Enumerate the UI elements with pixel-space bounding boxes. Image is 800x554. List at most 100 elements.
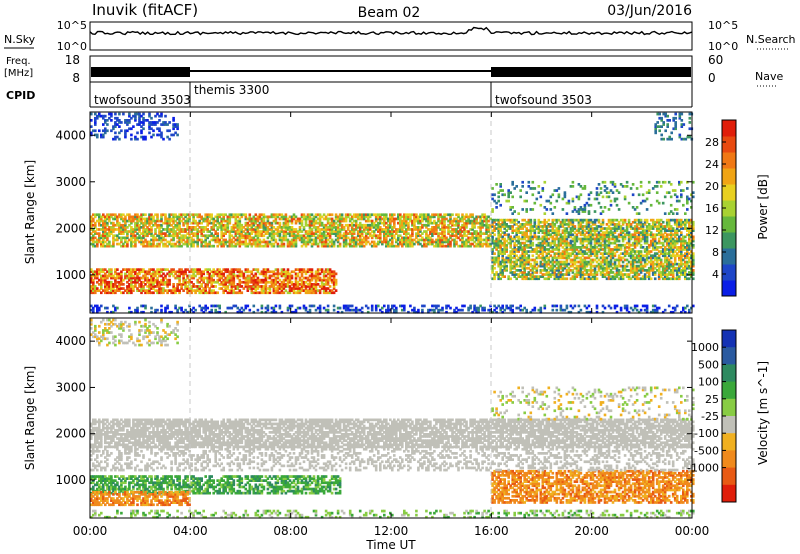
power-echo-cell (110, 272, 113, 276)
power-echo-cell (142, 228, 145, 231)
power-echo-cell (94, 272, 97, 276)
power-echo-cell (148, 230, 151, 233)
power-echo-cell (112, 230, 115, 233)
power-echo-cell (527, 254, 531, 258)
power-echo-cell (332, 274, 336, 278)
power-echo-cell (150, 283, 153, 286)
power-echo-cell (152, 287, 155, 290)
power-echo-cell (210, 274, 213, 278)
power-echo-cell (130, 280, 133, 284)
power-echo-cell (158, 272, 161, 276)
power-echo-cell (304, 291, 308, 295)
power-echo-cell (170, 291, 173, 295)
power-echo-cell (124, 226, 127, 229)
power-echo-cell (218, 274, 221, 278)
power-echo-cell (202, 289, 205, 292)
power-echo-cell (294, 276, 298, 280)
power-echo-cell (92, 270, 95, 274)
power-echo-cell (110, 228, 113, 231)
power-echo-cell (194, 289, 197, 292)
power-echo-cell (118, 276, 121, 280)
power-echo-cell (140, 276, 143, 280)
power-echo-cell (184, 272, 187, 276)
power-echo-cell (134, 215, 137, 219)
power-echo-cell (108, 280, 111, 284)
power-echo-cell (118, 280, 121, 284)
power-echo-cell (148, 272, 151, 276)
power-echo-cell (120, 272, 123, 276)
freq-tick-low: 8 (72, 71, 80, 85)
power-echo-cell (128, 291, 131, 295)
power-echo-cell (112, 236, 115, 240)
power-echo-cell (110, 232, 113, 235)
power-echo-cell (146, 232, 149, 235)
power-echo-cell (142, 274, 145, 278)
power-echo-cell (140, 285, 143, 288)
power-echo-cell (212, 285, 215, 288)
power-echo-cell (248, 270, 252, 274)
power-echo-cell (148, 213, 151, 217)
power-echo-cell (154, 289, 157, 292)
power-echo-cell (306, 276, 310, 280)
power-echo-cell (284, 274, 288, 278)
power-echo-cell (262, 270, 266, 274)
power-echo-cell (242, 276, 246, 280)
power-echo-cell (194, 274, 197, 278)
power-echo-cell (158, 236, 161, 240)
power-echo-cell (126, 213, 129, 217)
power-echo-cell (190, 291, 193, 295)
power-echo-cell (118, 226, 121, 229)
power-echo-cell (114, 215, 117, 219)
power-echo-cell (198, 268, 201, 271)
power-echo-cell (98, 213, 101, 217)
power-echo-cell (110, 226, 113, 229)
power-echo-cell (326, 287, 330, 290)
power-echo-cell (290, 274, 294, 278)
power-echo-cell (278, 283, 282, 286)
power-echo-cell (134, 238, 137, 242)
power-echo-cell (128, 223, 131, 227)
power-echo-cell (208, 274, 211, 278)
power-echo-cell (90, 287, 93, 290)
power-echo-cell (94, 291, 97, 295)
power-echo-cell (140, 232, 143, 235)
power-echo-cell (198, 270, 201, 274)
power-echo-cell (252, 280, 256, 284)
power-echo-cell (150, 226, 153, 229)
power-echo-cell (130, 285, 133, 288)
power-echo-cell (96, 270, 99, 274)
power-echo-cell (140, 291, 143, 295)
power-echo-cell (294, 283, 298, 286)
power-echo-cell (122, 291, 125, 295)
power-echo-cell (120, 274, 123, 278)
power-echo-cell (326, 278, 330, 282)
power-echo-cell (210, 285, 213, 288)
power-echo-cell (200, 270, 203, 274)
power-echo-cell (140, 221, 143, 225)
power-echo-cell (206, 272, 209, 276)
power-echo-cell (330, 272, 334, 276)
power-echo-cell (136, 278, 139, 282)
power-echo-cell (164, 283, 167, 286)
power-echo-cell (240, 285, 244, 288)
power-echo-cell (232, 283, 236, 286)
power-echo-cell (212, 274, 215, 278)
power-echo-cell (220, 270, 223, 274)
power-echo-cell (234, 274, 238, 278)
power-echo-cell (154, 232, 157, 235)
power-echo-cell (246, 289, 250, 292)
power-echo-cell (248, 278, 252, 282)
power-echo-cell (290, 276, 294, 280)
power-echo-cell (198, 280, 201, 284)
power-echo-cell (264, 287, 268, 290)
power-echo-cell (122, 244, 125, 248)
power-echo-cell (200, 283, 203, 286)
power-echo-cell (334, 280, 338, 284)
power-echo-cell (100, 242, 103, 246)
power-echo-cell (200, 274, 203, 278)
power-echo-cell (140, 213, 143, 217)
power-echo-cell (288, 280, 292, 284)
power-echo-cell (126, 236, 129, 240)
power-echo-cell (192, 272, 195, 276)
power-echo-cell (639, 250, 643, 253)
